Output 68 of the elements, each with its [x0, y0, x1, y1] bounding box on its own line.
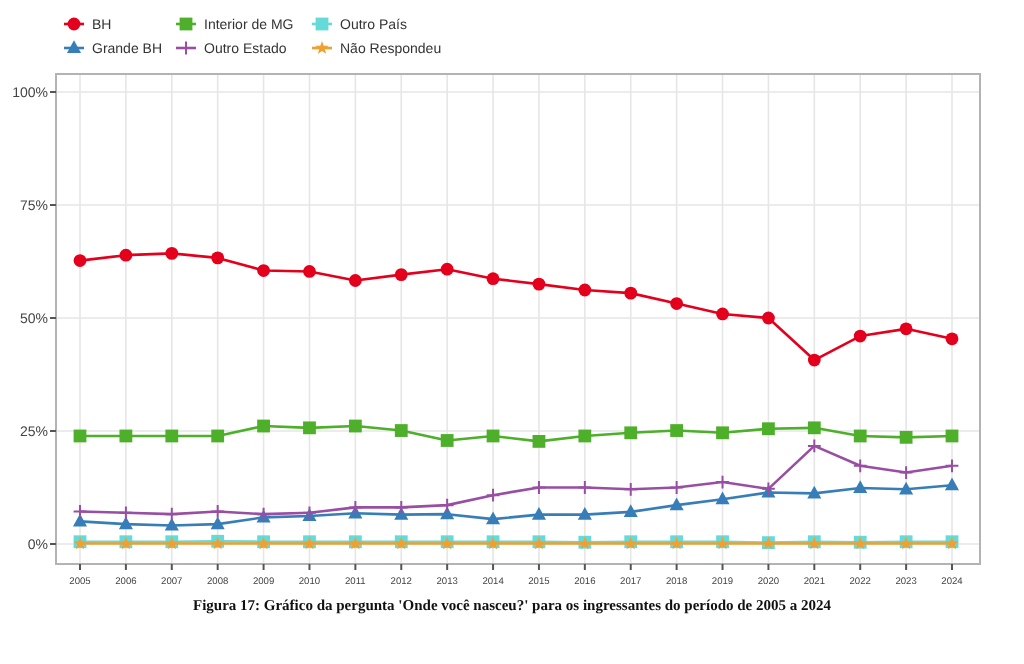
point: [853, 480, 868, 494]
point: [670, 297, 684, 310]
point: [945, 332, 959, 346]
point: [257, 419, 270, 433]
point: [669, 497, 684, 511]
point: [853, 429, 867, 443]
point: [806, 438, 822, 454]
point: [624, 286, 638, 300]
point: [393, 499, 409, 515]
point: [807, 485, 822, 499]
point: [623, 481, 639, 497]
point: [898, 465, 914, 480]
point: [715, 491, 730, 505]
point: [211, 251, 225, 265]
point: [211, 429, 225, 443]
point: [210, 516, 225, 530]
point: [762, 422, 775, 436]
point: [118, 505, 134, 521]
point: [577, 480, 593, 495]
point: [578, 429, 592, 443]
point: [164, 506, 180, 522]
point: [716, 426, 729, 440]
point: [852, 458, 868, 474]
point: [899, 481, 914, 495]
point: [119, 248, 133, 262]
point: [807, 421, 821, 435]
point: [715, 474, 730, 490]
point: [210, 504, 226, 519]
point: [394, 424, 408, 437]
point: [532, 277, 546, 291]
point: [72, 513, 88, 527]
point: [485, 487, 501, 503]
point: [578, 283, 592, 297]
point: [531, 480, 547, 495]
point: [164, 517, 179, 531]
point: [624, 426, 638, 440]
point: [669, 480, 685, 495]
point: [899, 322, 913, 336]
point: [440, 434, 454, 447]
point: [486, 511, 501, 525]
point: [303, 421, 316, 435]
point: [807, 353, 821, 367]
point: [165, 429, 179, 443]
point: [762, 311, 775, 325]
point: [303, 265, 316, 278]
point: [899, 430, 913, 444]
point: [944, 477, 960, 491]
point: [348, 419, 362, 433]
point: [670, 424, 684, 437]
point: [531, 506, 546, 520]
point: [716, 307, 729, 321]
point: [165, 246, 179, 260]
point: [577, 506, 592, 520]
point: [394, 268, 408, 282]
point: [119, 429, 133, 443]
point: [486, 272, 500, 286]
point: [73, 254, 87, 267]
point: [853, 329, 867, 343]
point: [440, 262, 454, 276]
point: [347, 499, 363, 515]
point: [118, 516, 133, 530]
point: [623, 504, 638, 518]
point: [348, 274, 362, 287]
point: [257, 264, 270, 277]
point: [944, 458, 960, 474]
point: [532, 435, 546, 448]
point: [439, 497, 455, 513]
point: [72, 504, 88, 519]
